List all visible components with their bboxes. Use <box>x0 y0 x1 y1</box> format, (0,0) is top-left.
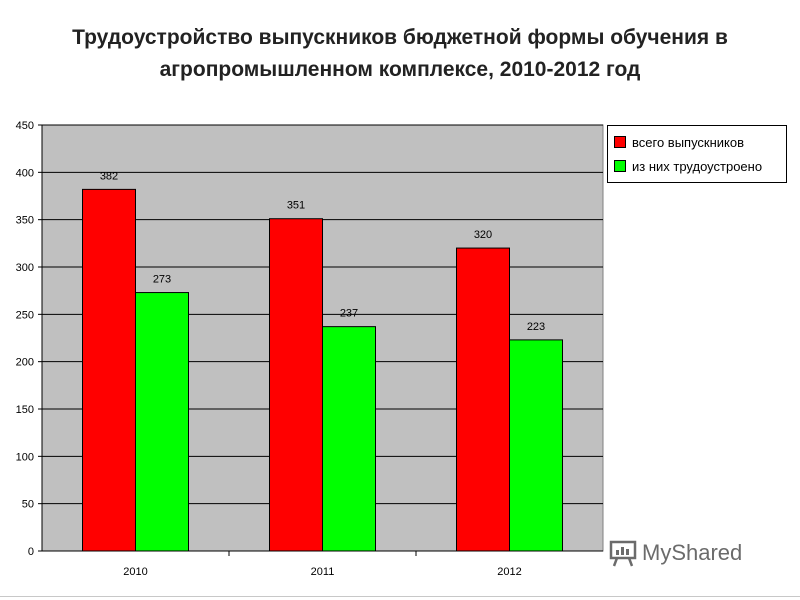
chart-title-line1: Трудоустройство выпускников бюджетной фо… <box>72 26 728 49</box>
data-label: 223 <box>527 321 545 333</box>
bar-employed-2010 <box>135 292 189 552</box>
watermark: MyShared <box>608 538 742 568</box>
chart-legend: всего выпускников из них трудоустроено <box>607 125 787 183</box>
bar-employed-2012 <box>509 339 563 552</box>
presentation-board-icon <box>609 540 637 567</box>
data-label: 237 <box>340 308 358 320</box>
x-tick-label: 2010 <box>123 566 147 578</box>
data-label: 320 <box>474 229 492 241</box>
data-label: 382 <box>100 170 118 182</box>
y-tick-label: 300 <box>16 262 34 274</box>
chart-title: Трудоустройство выпускников бюджетной фо… <box>0 22 800 86</box>
bottom-divider <box>0 596 800 597</box>
y-tick-label: 150 <box>16 404 34 416</box>
bar-employed-2011 <box>322 326 376 552</box>
y-tick-label: 350 <box>16 215 34 227</box>
y-tick-label: 200 <box>16 357 34 369</box>
legend-label-series1: всего выпускников <box>632 134 745 150</box>
y-tick-label: 0 <box>28 546 34 558</box>
bar-total-2011 <box>269 218 323 552</box>
legend-swatch-series1 <box>614 136 626 148</box>
y-tick-label: 450 <box>16 120 34 132</box>
legend-swatch-series2 <box>614 160 626 172</box>
bar-total-2010 <box>82 188 136 552</box>
legend-item-series2: из них трудоустроено <box>614 154 780 178</box>
legend-label-series2: из них трудоустроено <box>632 158 763 174</box>
y-tick-label: 400 <box>16 167 34 179</box>
watermark-text: MyShared <box>642 540 743 565</box>
chart-title-line2: агропромышленном комплексе, 2010-2012 го… <box>159 58 641 81</box>
data-label: 351 <box>287 200 305 212</box>
legend-item-series1: всего выпускников <box>614 130 780 154</box>
x-tick-label: 2012 <box>497 566 521 578</box>
bar-total-2012 <box>456 247 510 552</box>
y-tick-label: 250 <box>16 309 34 321</box>
data-label: 273 <box>153 274 171 286</box>
y-tick-label: 50 <box>22 499 34 511</box>
x-tick-label: 2011 <box>311 566 335 578</box>
y-tick-label: 100 <box>16 451 34 463</box>
